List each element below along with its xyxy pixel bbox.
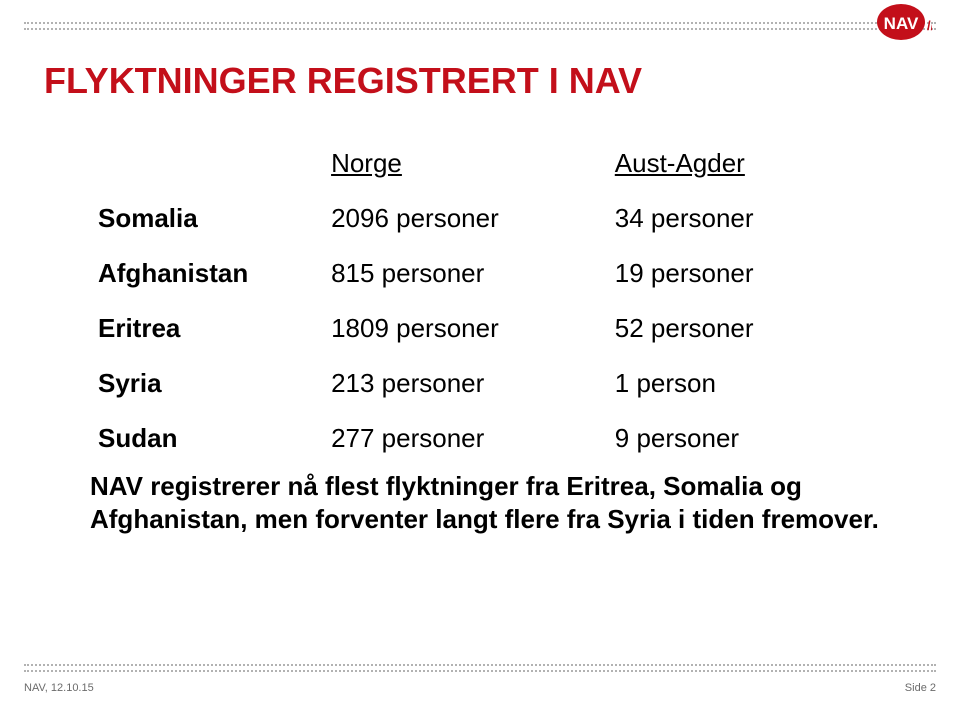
row-label: Syria (90, 356, 323, 411)
footer-date: NAV, 12.10.15 (24, 682, 94, 694)
nav-logo: NAV // (876, 0, 932, 44)
table-row: Somalia 2096 personer 34 personer (90, 191, 850, 246)
cell-austagder: 19 personer (607, 246, 850, 301)
cell-norge: 213 personer (323, 356, 607, 411)
divider-bottom-1 (24, 664, 936, 666)
row-label: Eritrea (90, 301, 323, 356)
cell-austagder: 52 personer (607, 301, 850, 356)
slide: NAV // FLYKTNINGER REGISTRERT I NAV Norg… (0, 0, 960, 706)
cell-norge: 277 personer (323, 411, 607, 466)
svg-text:NAV: NAV (884, 14, 919, 33)
bottom-note: NAV registrerer nå flest flyktninger fra… (90, 470, 880, 537)
cell-norge: 2096 personer (323, 191, 607, 246)
table-row: Sudan 277 personer 9 personer (90, 411, 850, 466)
divider-bottom-2 (24, 670, 936, 672)
svg-text://: // (927, 18, 932, 33)
cell-austagder: 9 personer (607, 411, 850, 466)
cell-austagder: 1 person (607, 356, 850, 411)
page-title: FLYKTNINGER REGISTRERT I NAV (44, 60, 642, 102)
divider-top-2 (24, 28, 936, 30)
cell-austagder: 34 personer (607, 191, 850, 246)
table-row: Syria 213 personer 1 person (90, 356, 850, 411)
cell-norge: 1809 personer (323, 301, 607, 356)
data-table: Norge Aust-Agder Somalia 2096 personer 3… (90, 136, 850, 466)
row-label: Sudan (90, 411, 323, 466)
table-row: Eritrea 1809 personer 52 personer (90, 301, 850, 356)
col-header-empty (90, 136, 323, 191)
cell-norge: 815 personer (323, 246, 607, 301)
table-header-row: Norge Aust-Agder (90, 136, 850, 191)
col-header-norge: Norge (323, 136, 607, 191)
footer-page: Side 2 (905, 682, 936, 694)
row-label: Afghanistan (90, 246, 323, 301)
divider-top-1 (24, 22, 936, 24)
table-row: Afghanistan 815 personer 19 personer (90, 246, 850, 301)
row-label: Somalia (90, 191, 323, 246)
col-header-austagder: Aust-Agder (607, 136, 850, 191)
